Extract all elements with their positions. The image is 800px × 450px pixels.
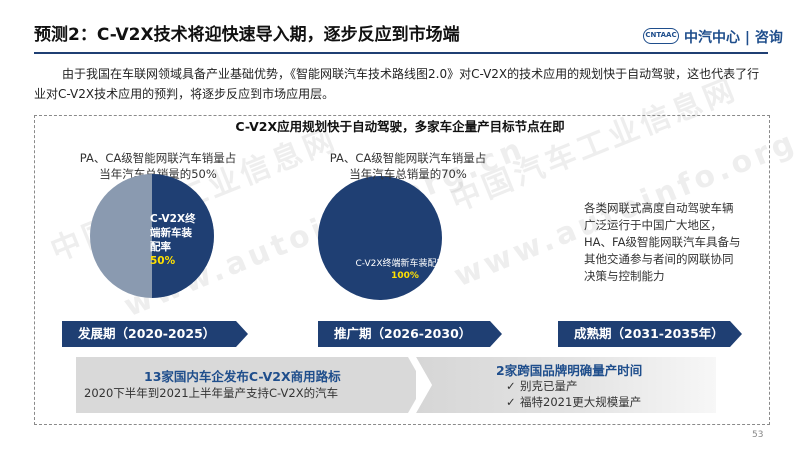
- pie1-caption-line2: 当年汽车总销量的50%: [99, 167, 217, 181]
- page-number: 53: [752, 430, 764, 440]
- panel-title: C-V2X应用规划快于自动驾驶，多家车企量产目标节点在即: [235, 119, 565, 134]
- roadmap-panel: [34, 115, 770, 425]
- domestic-automakers-detail: 2020下半年到2021上半年量产支持C-V2X的汽车: [84, 386, 339, 400]
- pie2-label: C-V2X终端新车装配率， 100%: [340, 258, 470, 282]
- maturity-description: 各类网联式高度自动驾驶车辆广泛运行于中国广大地区，HA、FA级智能网联汽车具备与…: [584, 201, 741, 283]
- pie1-label: C-V2X终 端新车装 配率 50%: [150, 212, 210, 268]
- page-title: 预测2：C-V2X技术将迎快速导入期，逐步反应到市场端: [34, 25, 460, 45]
- pie1-caption-line1: PA、CA级智能网联汽车销量占: [79, 151, 237, 165]
- phase-label-maturity: 成熟期（2031-2035年）: [574, 326, 724, 341]
- phase-label-development: 发展期（2020-2025）: [78, 326, 216, 341]
- title-divider: [34, 52, 768, 54]
- pie2-caption-line2: 当年汽车总销量的70%: [349, 167, 467, 181]
- foreign-brand-item: ✓ 别克已量产: [506, 378, 578, 394]
- pie2-label-line: C-V2X终端新车装配率，: [355, 259, 455, 269]
- pie2-caption-line1: PA、CA级智能网联汽车销量占: [329, 151, 487, 165]
- pie1-label-line: 端新车装: [150, 227, 192, 239]
- pie1-caption: PA、CA级智能网联汽车销量占 当年汽车总销量的50%: [58, 150, 258, 182]
- pie1-label-line: C-V2X终: [150, 213, 196, 225]
- checkmark-icon: ✓: [506, 379, 516, 393]
- checkmark-icon: ✓: [506, 395, 516, 409]
- pie1-label-line: 配率: [150, 241, 171, 253]
- brand-logo: CNTAAC: [643, 28, 679, 44]
- pie1-label-value: 50%: [150, 255, 176, 267]
- foreign-brand-item: ✓ 福特2021更大规模量产: [506, 394, 641, 410]
- intro-paragraph: 由于我国在车联网领域具备产业基础优势，《智能网联汽车技术路线图2.0》对C-V2…: [34, 67, 760, 101]
- brand-name: 中汽中心 | 咨询: [684, 30, 783, 46]
- foreign-brand-item-text: 别克已量产: [520, 379, 578, 393]
- foreign-brand-item-text: 福特2021更大规模量产: [520, 395, 642, 409]
- foreign-brands-title: 2家跨国品牌明确量产时间: [496, 363, 643, 378]
- pie2-caption: PA、CA级智能网联汽车销量占 当年汽车总销量的70%: [308, 150, 508, 182]
- domestic-automakers-title: 13家国内车企发布C-V2X商用路标: [144, 369, 341, 384]
- phase-label-promotion: 推广期（2026-2030）: [334, 326, 472, 341]
- pie2-label-value: 100%: [391, 271, 419, 281]
